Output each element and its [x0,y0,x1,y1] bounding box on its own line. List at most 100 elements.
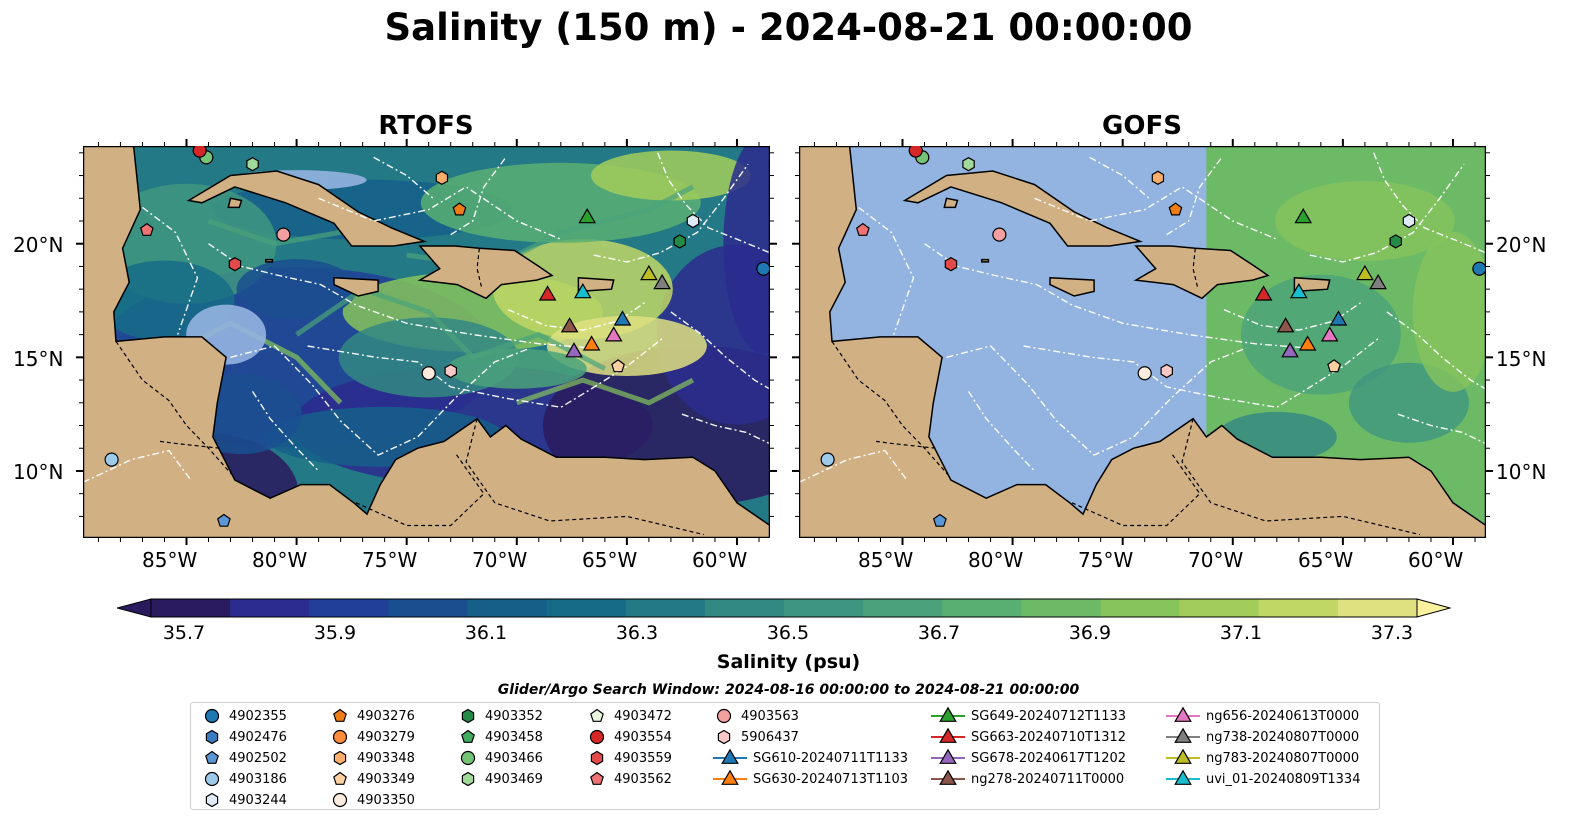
pentagon-marker-icon [461,729,475,743]
argo-marker-4902355[interactable] [1472,261,1486,276]
hexagon-marker-icon [205,792,219,808]
legend-label: 4903562 [614,771,672,787]
argo-marker-4903469[interactable] [962,157,975,172]
lat-tick-label: 10°N [13,460,64,484]
argo-marker-4903276[interactable] [452,202,467,216]
triangle-marker-icon [1166,727,1200,743]
glider-marker-uvi_01-20240809t1334[interactable] [573,283,592,299]
argo-marker-4903348[interactable] [435,170,449,185]
argo-marker-4903562[interactable] [139,222,154,236]
argo-marker-5906437[interactable] [444,363,457,379]
rtofs-salinity-map[interactable] [83,146,770,538]
lat-tick-label: 20°N [1496,233,1547,257]
colorbar-tick-label: 35.9 [313,622,357,644]
argo-marker-4903186[interactable] [820,452,835,467]
lon-tick-label: 65°W [1298,548,1354,572]
glider-marker-sg678-20240617t1202[interactable] [1281,342,1299,358]
legend-label: ng656-20240613T0000 [1206,708,1360,724]
glider-marker-ng278-20240711t0000[interactable] [1276,317,1295,333]
argo-marker-4903350[interactable] [421,366,436,381]
legend-label: 4903350 [357,792,415,808]
legend-label: 4903276 [357,708,415,724]
legend-label: 4903559 [614,750,672,766]
lon-tick-label: 85°W [142,548,198,572]
colorbar-tick-label: 37.3 [1370,622,1414,644]
glider-marker-ng783-20240807t0000[interactable] [640,264,658,281]
legend-item: uvi_01-20240809T1334 [1166,769,1360,789]
argo-marker-4903559[interactable] [228,257,242,272]
circle-marker-icon [332,792,348,808]
lat-tick-label: 15°N [1496,347,1547,371]
glider-marker-uvi_01-20240809t1334[interactable] [1289,283,1308,299]
argo-marker-4903349[interactable] [611,359,625,373]
argo-marker-4903563[interactable] [992,227,1007,242]
legend-item: SG649-20240712T1133 [931,706,1126,726]
legend-item: 4903562 [586,769,672,789]
legend-label: 4903244 [229,792,287,808]
glider-marker-ng738-20240807t0000[interactable] [1369,273,1387,290]
legend-label: 4903469 [485,771,543,787]
glider-marker-sg678-20240617t1202[interactable] [565,342,583,358]
argo-marker-4903244[interactable] [1402,213,1416,229]
argo-marker-4903348[interactable] [1151,170,1165,185]
argo-marker-4902355[interactable] [756,261,770,276]
glider-marker-ng278-20240711t0000[interactable] [560,317,579,333]
legend-item: 4903279 [329,727,415,747]
glider-marker-ng656-20240613t0000[interactable] [604,326,623,342]
glider-marker-sg610-20240711t1133[interactable] [613,310,632,326]
legend-item: ng738-20240807T0000 [1166,727,1359,747]
glider-marker-ng783-20240807t0000[interactable] [1356,264,1374,281]
argo-marker-4903186[interactable] [104,452,119,467]
axis-ticks [76,139,1493,545]
lon-tick-label: 70°W [472,548,528,572]
argo-marker-4902502[interactable] [216,513,231,527]
glider-marker-sg610-20240711t1133[interactable] [1329,310,1348,326]
legend-label: 4902476 [229,729,287,745]
argo-marker-4903469[interactable] [246,157,259,172]
glider-marker-sg663-20240710t1312[interactable] [538,285,557,301]
legend-item: SG610-20240711T1133 [713,748,908,768]
pentagon-marker-icon [205,750,219,764]
argo-marker-4903352[interactable] [1389,234,1403,249]
argo-marker-4903562[interactable] [855,222,870,236]
gofs-salinity-map[interactable] [799,146,1486,538]
search-window-text: Glider/Argo Search Window: 2024-08-16 00… [497,682,1080,698]
argo-marker-4903563[interactable] [276,227,291,242]
legend-item: 5906437 [713,727,799,747]
legend-label: SG630-20240713T1103 [753,771,909,787]
argo-marker-4903352[interactable] [673,234,687,249]
glider-marker-sg630-20240713t1103[interactable] [1298,335,1317,351]
legend-label: ng278-20240711T0000 [971,771,1125,787]
salinity-colorbar [117,598,1451,618]
legend-label: SG610-20240711T1133 [753,750,909,766]
lon-tick-label: 80°W [252,548,308,572]
argo-marker-4903554[interactable] [908,146,923,158]
glider-marker-sg663-20240710t1312[interactable] [1254,285,1273,301]
circle-marker-icon [204,771,220,787]
glider-marker-sg649-20240712t1133[interactable] [1294,208,1313,224]
glider-marker-sg649-20240712t1133[interactable] [578,208,597,224]
argo-marker-4902502[interactable] [932,513,947,527]
legend-item: 4903244 [201,790,287,810]
legend-label: 5906437 [741,729,799,745]
argo-marker-4903349[interactable] [1327,359,1341,373]
argo-marker-5906437[interactable] [1160,363,1173,379]
legend-item: 4903458 [457,727,543,747]
argo-marker-4903244[interactable] [686,213,700,229]
glider-marker-sg630-20240713t1103[interactable] [582,335,601,351]
legend-label: 4903352 [485,708,543,724]
argo-marker-4903350[interactable] [1137,366,1152,381]
legend-label: 4902502 [229,750,287,766]
argo-marker-4903276[interactable] [1168,202,1183,216]
legend-label: 4903348 [357,750,415,766]
glider-marker-ng738-20240807t0000[interactable] [653,273,671,290]
legend-item: SG663-20240710T1312 [931,727,1126,747]
argo-marker-4903554[interactable] [192,146,207,158]
triangle-marker-icon [1166,748,1200,764]
lon-tick-label: 60°W [1408,548,1464,572]
argo-marker-4903559[interactable] [944,257,958,272]
glider-marker-ng656-20240613t0000[interactable] [1320,326,1339,342]
lon-tick-label: 85°W [858,548,914,572]
pentagon-marker-icon [590,708,604,722]
triangle-marker-icon [713,769,747,785]
